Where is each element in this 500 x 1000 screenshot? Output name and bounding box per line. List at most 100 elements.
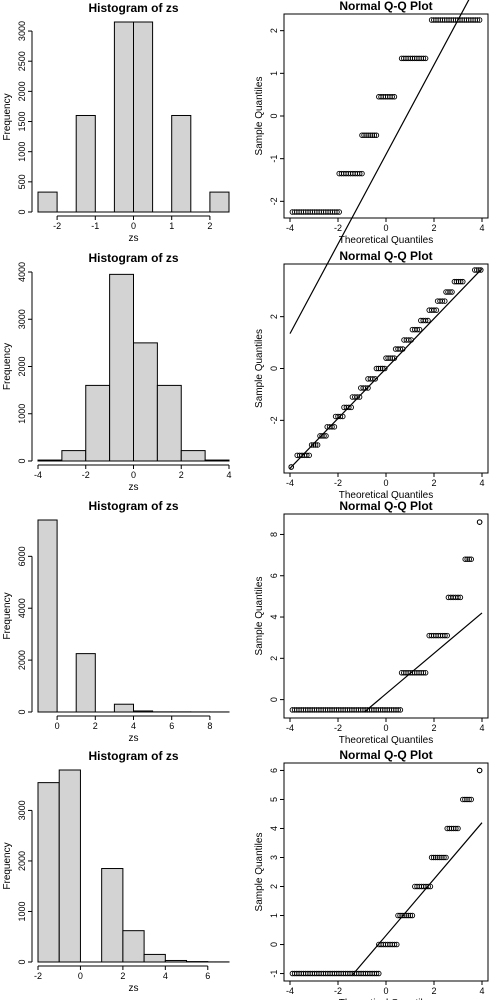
qq-point xyxy=(476,17,483,23)
qq-point xyxy=(425,317,431,324)
histogram-bar xyxy=(133,342,158,462)
qq-point xyxy=(478,267,484,273)
qq-point xyxy=(468,556,474,562)
y-axis-label: Sample Quantiles xyxy=(254,577,265,656)
x-tick-label: 0 xyxy=(131,470,136,480)
qq-point xyxy=(439,298,446,304)
qq-point xyxy=(367,132,373,138)
y-tick-label: 6 xyxy=(269,768,279,773)
qq-point xyxy=(422,317,429,324)
qq-point xyxy=(359,132,365,138)
histogram-bar xyxy=(133,710,154,713)
qq-point xyxy=(395,707,401,713)
y-tick-label: 1000 xyxy=(17,404,27,424)
histogram-bar xyxy=(143,953,166,963)
panel-title: Histogram of zs xyxy=(88,251,178,265)
histogram-bar xyxy=(58,769,81,963)
qq-point xyxy=(444,632,450,639)
x-tick-label: -2 xyxy=(82,470,90,480)
qq-point xyxy=(443,289,449,295)
x-axis-label: Theoretical Quantiles xyxy=(339,490,434,501)
y-tick-label: 4000 xyxy=(17,262,27,282)
qq-point xyxy=(476,267,482,273)
y-tick-label: -1 xyxy=(269,155,279,163)
qq-point xyxy=(400,346,406,352)
y-tick-label: 3 xyxy=(269,855,279,860)
qq-point xyxy=(474,267,480,273)
qq-point xyxy=(420,670,427,676)
qq-point xyxy=(323,433,329,439)
qq-point xyxy=(363,132,369,138)
qq-point xyxy=(455,825,461,832)
x-tick-label: 4 xyxy=(479,986,484,996)
qq-point xyxy=(405,912,412,919)
x-tick-label: -4 xyxy=(34,470,42,480)
histogram-bar xyxy=(37,191,58,213)
qq-point xyxy=(389,94,395,100)
plot-frame xyxy=(283,13,489,219)
qq-point xyxy=(321,433,327,439)
qq-point xyxy=(409,912,416,919)
x-tick-label: 4 xyxy=(163,971,168,981)
y-tick-label: 0 xyxy=(269,366,279,371)
qq-point xyxy=(391,94,398,100)
histogram-bar xyxy=(113,703,135,713)
qq-point xyxy=(371,132,378,138)
histogram-bar xyxy=(164,959,188,963)
qq-point xyxy=(288,464,294,470)
qq-point xyxy=(476,767,483,774)
x-tick-label: 2 xyxy=(120,971,125,981)
histogram-bar xyxy=(61,450,87,462)
x-tick-label: 8 xyxy=(207,721,212,731)
plot-frame xyxy=(283,762,489,982)
histogram-bar xyxy=(101,868,124,963)
qq-point xyxy=(442,298,448,304)
qq-point xyxy=(427,883,434,890)
qq-point xyxy=(447,289,453,295)
y-tick-label: 2000 xyxy=(17,851,27,871)
panel-title: Normal Q-Q Plot xyxy=(339,0,432,13)
qq-point xyxy=(472,267,478,273)
qq-point xyxy=(394,941,400,948)
histogram-bar xyxy=(75,653,96,713)
y-tick-label: 0 xyxy=(17,458,27,463)
y-tick-label: 1000 xyxy=(17,142,27,162)
histogram-bar xyxy=(156,384,182,462)
qq-point xyxy=(389,355,396,361)
x-axis-label: zs xyxy=(129,233,139,244)
y-tick-label: 4000 xyxy=(17,598,27,618)
x-tick-label: 4 xyxy=(479,223,484,233)
histogram-bar xyxy=(37,782,60,963)
y-tick-label: 0 xyxy=(269,113,279,118)
qq-point xyxy=(406,337,412,343)
panel-title: Normal Q-Q Plot xyxy=(339,249,432,263)
qq-point xyxy=(334,209,340,215)
x-tick-label: 0 xyxy=(131,221,136,231)
qq-point xyxy=(407,912,414,919)
y-axis-label: Frequency xyxy=(2,592,13,639)
qq-point xyxy=(445,289,451,295)
qq-reference-line xyxy=(364,612,483,713)
histogram-bar xyxy=(133,21,154,213)
qq-point xyxy=(336,209,342,215)
qq-point xyxy=(308,442,315,448)
histogram-bar xyxy=(209,191,230,213)
qq-point xyxy=(441,854,447,861)
qq-point xyxy=(331,424,338,430)
qq-point xyxy=(346,404,352,411)
histogram-bar xyxy=(75,114,96,213)
qq-point xyxy=(455,594,461,601)
qq-point xyxy=(365,385,371,391)
qq-point xyxy=(431,307,437,313)
y-tick-label: 2000 xyxy=(17,650,27,670)
x-tick-label: -4 xyxy=(286,223,294,233)
y-tick-label: 2000 xyxy=(17,356,27,376)
qq-point xyxy=(304,452,310,459)
qq-point xyxy=(433,307,440,313)
y-tick-label: 2 xyxy=(269,656,279,661)
y-tick-label: 2500 xyxy=(17,51,27,71)
y-axis-label: Frequency xyxy=(2,842,13,889)
y-tick-label: 4 xyxy=(269,615,279,620)
qq-point xyxy=(362,385,369,391)
